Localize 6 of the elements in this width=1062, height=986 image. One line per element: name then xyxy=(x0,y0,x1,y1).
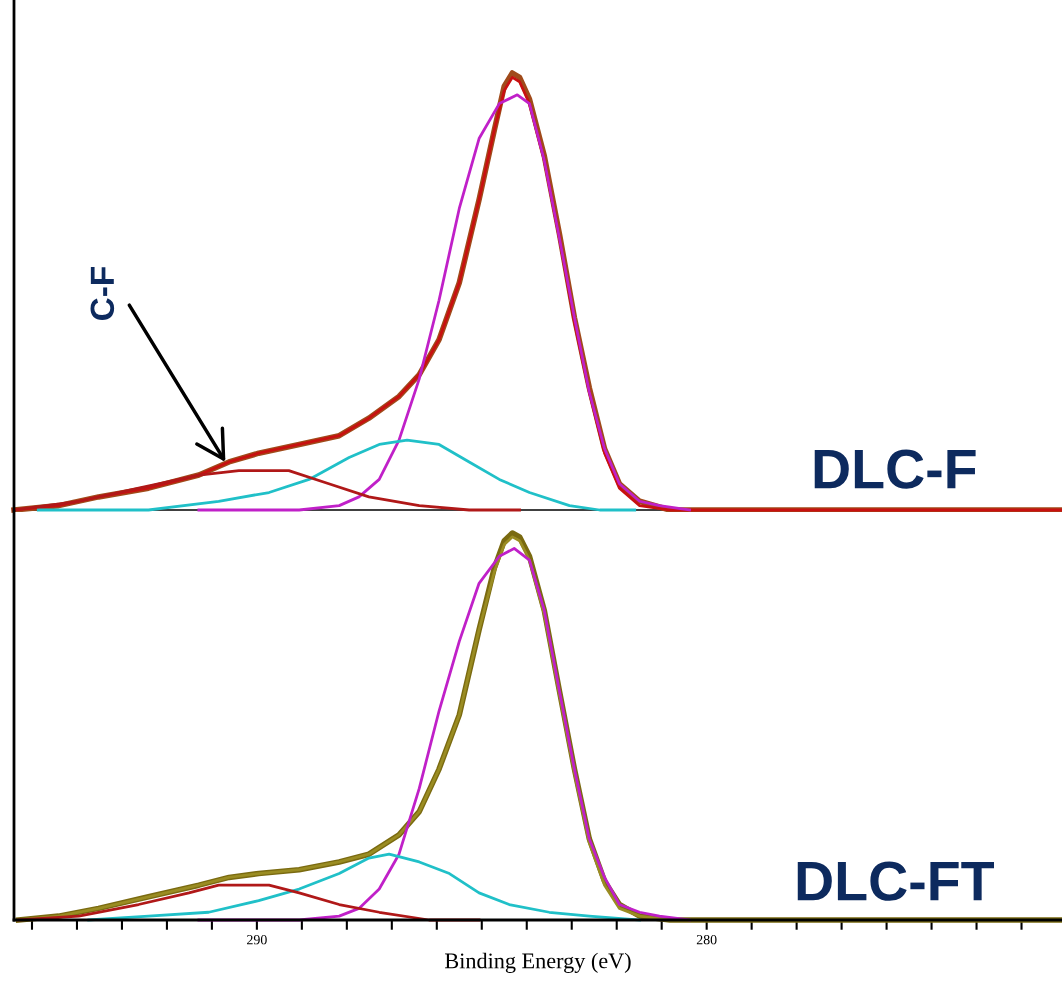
annotation: DLC-F xyxy=(814,449,976,489)
x-tick-label: 290 xyxy=(247,934,267,945)
annotation: DLC-FT xyxy=(797,861,995,901)
annotation: C-F xyxy=(90,266,115,320)
x-axis-title: Binding Energy (eV) xyxy=(445,952,631,973)
x-tick-label: 280 xyxy=(696,934,717,945)
